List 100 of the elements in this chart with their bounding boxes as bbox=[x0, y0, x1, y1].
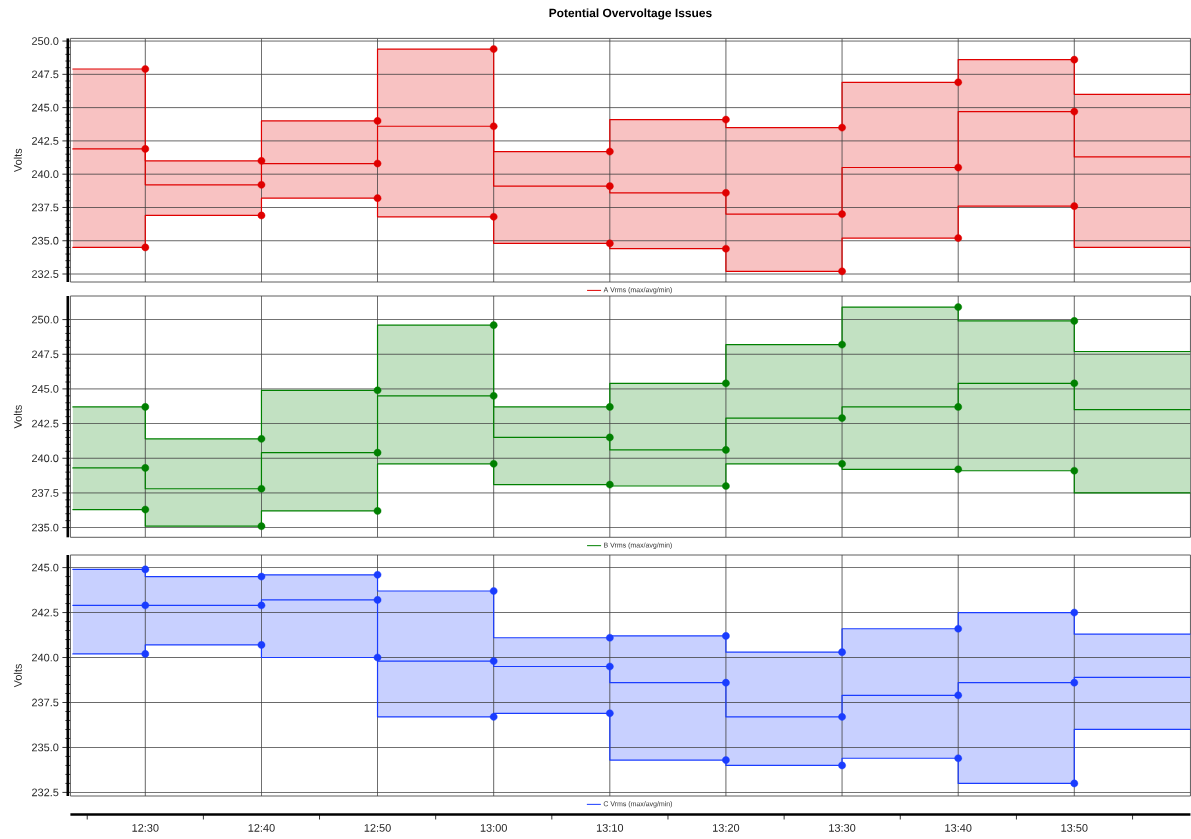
point bbox=[373, 386, 382, 395]
point bbox=[838, 340, 846, 349]
point bbox=[954, 303, 963, 311]
y-tick-label: 240.0 bbox=[32, 454, 59, 463]
point bbox=[489, 321, 498, 329]
y-tick-label: 245.0 bbox=[32, 563, 59, 572]
point bbox=[489, 713, 498, 721]
point bbox=[606, 433, 614, 442]
x-tick-label: 12:40 bbox=[248, 824, 275, 832]
y-tick-label: 232.5 bbox=[32, 788, 59, 797]
y-tick-label: 235.0 bbox=[32, 236, 59, 245]
point bbox=[257, 601, 266, 610]
point bbox=[257, 484, 266, 493]
x-tick-label: 13:40 bbox=[945, 824, 972, 832]
point bbox=[722, 379, 730, 388]
point bbox=[1070, 379, 1079, 388]
y-tick-label: 237.5 bbox=[32, 698, 59, 707]
y-tick-label: 242.5 bbox=[32, 419, 59, 428]
point bbox=[489, 460, 498, 468]
point bbox=[373, 653, 382, 662]
chart-title: Potential Overvoltage Issues bbox=[549, 8, 712, 20]
point bbox=[606, 709, 614, 718]
point bbox=[141, 145, 150, 153]
point bbox=[141, 65, 150, 73]
point bbox=[257, 181, 266, 189]
point bbox=[1070, 202, 1079, 210]
point bbox=[606, 662, 614, 671]
point bbox=[373, 596, 382, 604]
point bbox=[373, 117, 382, 125]
point bbox=[606, 147, 614, 156]
y-tick-label: 242.5 bbox=[32, 608, 59, 617]
point bbox=[954, 465, 963, 474]
y-tick-label: 237.5 bbox=[32, 489, 59, 497]
point bbox=[141, 403, 150, 411]
point bbox=[141, 464, 150, 472]
point bbox=[141, 565, 150, 574]
point bbox=[257, 572, 266, 581]
point bbox=[606, 633, 614, 642]
point bbox=[722, 244, 730, 253]
point bbox=[606, 239, 614, 248]
point bbox=[373, 448, 382, 457]
y-axis-title: Volts bbox=[13, 148, 22, 173]
y-tick-label: 240.0 bbox=[32, 170, 59, 179]
point bbox=[722, 115, 730, 124]
point bbox=[141, 601, 150, 610]
point bbox=[1070, 779, 1079, 788]
y-tick-label: 245.0 bbox=[32, 103, 59, 112]
x-tick-label: 13:20 bbox=[713, 824, 740, 832]
point bbox=[606, 480, 614, 489]
point bbox=[257, 211, 266, 220]
point bbox=[373, 507, 382, 515]
point bbox=[141, 505, 150, 514]
point bbox=[489, 45, 498, 53]
point bbox=[954, 78, 963, 87]
y-tick-label: 237.5 bbox=[32, 203, 59, 212]
point bbox=[722, 482, 730, 490]
x-tick-label: 12:50 bbox=[364, 824, 391, 832]
x-tick-label: 13:00 bbox=[480, 824, 507, 832]
y-tick-label: 242.5 bbox=[32, 137, 59, 145]
point bbox=[373, 159, 382, 168]
point bbox=[489, 212, 498, 221]
point bbox=[257, 641, 266, 649]
x-tick-label: 12:30 bbox=[132, 824, 159, 832]
point bbox=[1070, 466, 1079, 475]
point bbox=[489, 587, 498, 595]
point bbox=[722, 446, 730, 454]
point bbox=[489, 392, 498, 400]
point bbox=[838, 648, 846, 656]
point bbox=[141, 650, 150, 658]
y-tick-label: 235.0 bbox=[32, 743, 59, 752]
point bbox=[257, 522, 266, 531]
point bbox=[1070, 317, 1079, 325]
point bbox=[606, 403, 614, 411]
point bbox=[606, 182, 614, 190]
x-tick-label: 13:50 bbox=[1061, 824, 1088, 832]
y-tick-label: 247.5 bbox=[32, 70, 59, 79]
point bbox=[722, 189, 730, 197]
point bbox=[722, 678, 730, 687]
point bbox=[954, 234, 963, 242]
point bbox=[954, 403, 963, 411]
point bbox=[838, 460, 846, 468]
point bbox=[1070, 55, 1079, 64]
point bbox=[489, 657, 498, 665]
point bbox=[257, 435, 266, 443]
point bbox=[257, 157, 266, 165]
point bbox=[954, 691, 963, 700]
point bbox=[373, 570, 382, 579]
y-tick-label: 250.0 bbox=[32, 315, 59, 324]
point bbox=[838, 713, 846, 721]
y-tick-label: 245.0 bbox=[32, 385, 59, 393]
y-axis-title: Volts bbox=[13, 664, 22, 688]
y-tick-label: 240.0 bbox=[32, 653, 59, 662]
point bbox=[954, 163, 963, 172]
y-axis-title: Volts bbox=[13, 405, 22, 429]
point bbox=[838, 414, 846, 422]
x-tick-label: 13:10 bbox=[596, 824, 624, 832]
point bbox=[1070, 678, 1079, 687]
point bbox=[954, 624, 963, 633]
y-tick-label: 247.5 bbox=[32, 350, 59, 359]
y-tick-label: 235.0 bbox=[32, 523, 59, 532]
